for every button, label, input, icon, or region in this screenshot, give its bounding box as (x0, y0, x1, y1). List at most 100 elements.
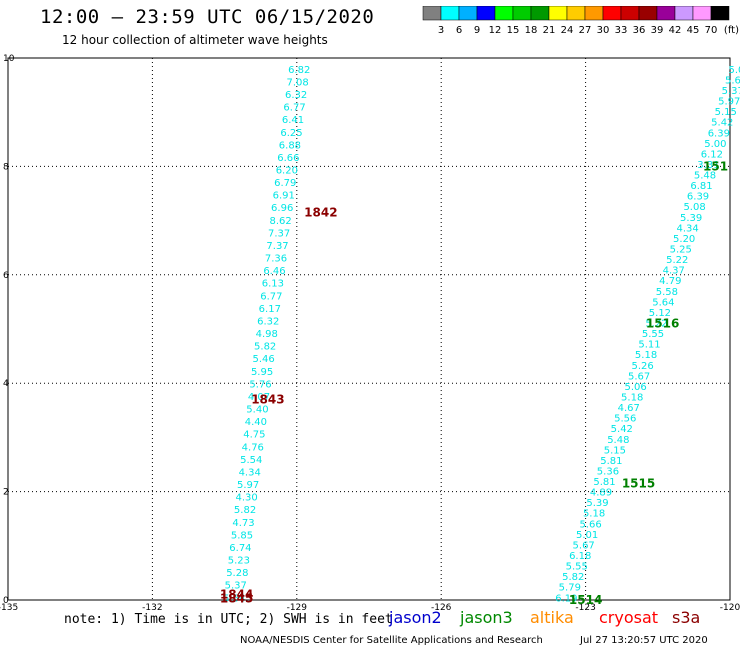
wave-height-value: 6.77 (260, 291, 282, 302)
wave-height-value: 5.82 (234, 505, 256, 516)
wave-height-value: 6.17 (259, 304, 281, 315)
wave-height-value: 5.23 (228, 556, 250, 567)
wave-height-value: 6.19 (555, 593, 577, 604)
wave-height-color-legend: 3 6 9 12 15 18 21 24 27 30 33 36 39 42 45 70 (ft) (422, 6, 739, 36)
wave-height-value: 5.81 (593, 477, 615, 488)
wave-height-value: 5.85 (231, 530, 253, 541)
wave-height-value: 5.18 (621, 392, 643, 403)
legend-label: 6 (456, 25, 462, 36)
wave-height-value: 5.67 (573, 540, 595, 551)
wave-height-value: 5.48 (694, 171, 716, 182)
legend-label: 42 (669, 25, 682, 36)
x-tick-label: -120 (720, 603, 740, 612)
y-tick-label: 4 (3, 379, 9, 389)
y-tick-label: 0 (3, 596, 9, 606)
wave-height-value: 5.66 (579, 519, 601, 530)
legend-label: 15 (507, 25, 520, 36)
wave-height-value: 6.82 (288, 65, 310, 76)
y-tick-label: 10 (3, 54, 15, 64)
wave-height-value: 5.00 (728, 65, 740, 76)
wave-height-value: 5.81 (600, 456, 622, 467)
wave-height-value: 5.82 (254, 342, 276, 353)
wave-height-value: 5.67 (628, 371, 650, 382)
wave-height-value: 5.18 (635, 350, 657, 361)
y-tick-label: 6 (3, 271, 9, 281)
wave-height-value: 5.55 (566, 562, 588, 573)
wave-height-value: 5.22 (645, 318, 667, 329)
wave-height-value: 3.31 (697, 160, 719, 171)
footer-note: note: 1) Time is in UTC; 2) SWH is in fe… (64, 612, 393, 627)
y-tick-label: 2 (3, 488, 9, 498)
wave-height-value: 4.76 (242, 442, 264, 453)
satellite-legend-s3a: s3a (672, 608, 701, 627)
wave-height-value: 4.30 (235, 493, 257, 504)
legend-label: 45 (687, 25, 700, 36)
satellite-legend-cryosat: cryosat (599, 608, 659, 627)
legend-label: 18 (525, 25, 538, 36)
wave-height-value: 7.36 (265, 254, 287, 265)
wave-height-value: 5.58 (656, 287, 678, 298)
x-tick-label: -123 (575, 603, 595, 612)
wave-height-value: 6.81 (690, 181, 712, 192)
wave-height-value: 5.12 (649, 308, 671, 319)
pass-time-label: 1844 (220, 588, 253, 602)
wave-height-value: 4.40 (245, 417, 267, 428)
wave-height-value: 5.55 (642, 329, 664, 340)
wave-height-value: 4.75 (243, 430, 265, 441)
wave-height-value: 4.34 (677, 223, 699, 234)
wave-height-value: 5.56 (614, 414, 636, 425)
legend-label: 12 (489, 25, 502, 36)
wave-height-value: 6.20 (276, 165, 298, 176)
satellite-legend-jason3: jason3 (460, 608, 513, 627)
satellite-legend-jason2: jason2 (389, 608, 442, 627)
legend-unit: (ft) (724, 25, 739, 36)
wave-height-value: 5.79 (559, 583, 581, 594)
wave-height-value: 5.64 (223, 593, 245, 604)
wave-height-value: 5.25 (670, 245, 692, 256)
wave-height-value: 5.97 (718, 97, 740, 108)
x-tick-label: -132 (142, 603, 162, 612)
wave-height-value: 5.11 (638, 340, 660, 351)
wave-height-value: 6.39 (687, 192, 709, 203)
legend-label: 39 (651, 25, 664, 36)
wave-height-value: 5.76 (249, 379, 271, 390)
wave-height-value: 7.37 (266, 241, 288, 252)
wave-height-value: 5.36 (597, 466, 619, 477)
wave-height-value: 5.54 (240, 455, 262, 466)
wave-height-value: 5.18 (583, 509, 605, 520)
wave-height-value: 4.34 (239, 467, 261, 478)
wave-height-value: 6.88 (279, 140, 301, 151)
wave-height-value: 5.06 (625, 382, 647, 393)
generated-timestamp: Jul 27 13:20:57 UTC 2020 (580, 635, 708, 646)
wave-height-value: 5.01 (576, 530, 598, 541)
map-subtitle: 12 hour collection of altimeter wave hei… (62, 33, 328, 47)
wave-height-value: 7.08 (287, 77, 309, 88)
legend-label: 21 (543, 25, 556, 36)
map-title: 12:00 – 23:59 UTC 06/15/2020 (40, 6, 375, 28)
wave-height-value: 5.39 (680, 213, 702, 224)
wave-height-value: 6.41 (282, 115, 304, 126)
wave-height-value: 4.67 (618, 403, 640, 414)
wave-height-value: 6.46 (263, 266, 285, 277)
pass-time-label: 1514 (569, 593, 602, 607)
legend-label: 33 (615, 25, 628, 36)
wave-height-value: 4.37 (663, 266, 685, 277)
pass-time-label: 1516 (646, 317, 679, 331)
y-tick-label: 8 (3, 162, 9, 172)
wave-height-value: 4.07 (248, 392, 270, 403)
wave-height-value: 6.32 (285, 90, 307, 101)
wave-height-value: 6.13 (262, 279, 284, 290)
wave-height-value: 5.39 (586, 498, 608, 509)
altimeter-map-plot: -135-132-129-126-123-12002468105.645.375… (0, 54, 740, 612)
wave-height-value: 5.37 (722, 86, 740, 97)
wave-height-value: 5.40 (246, 405, 268, 416)
wave-height-value: 6.74 (229, 543, 251, 554)
legend-label: 36 (633, 25, 646, 36)
legend-label: 30 (597, 25, 610, 36)
wave-height-value: 5.28 (226, 568, 248, 579)
x-tick-label: -126 (431, 603, 452, 612)
wave-height-value: 6.25 (280, 128, 302, 139)
wave-height-value: 5.64 (652, 297, 674, 308)
x-tick-label: -135 (0, 603, 18, 612)
wave-height-value: 6.18 (569, 551, 591, 562)
